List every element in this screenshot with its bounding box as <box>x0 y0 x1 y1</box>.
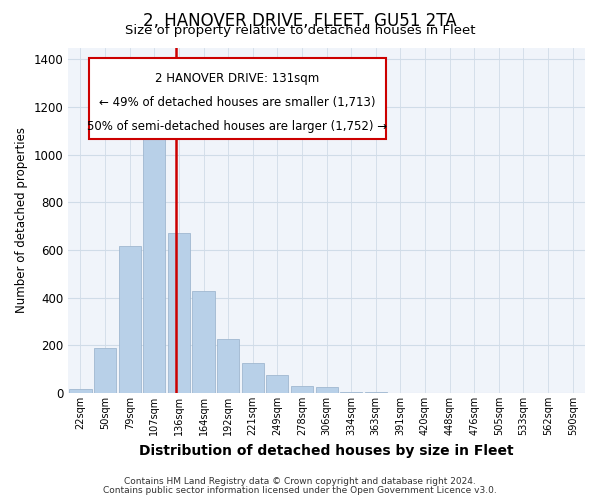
X-axis label: Distribution of detached houses by size in Fleet: Distribution of detached houses by size … <box>139 444 514 458</box>
Bar <box>291 386 313 393</box>
Bar <box>266 375 289 393</box>
Text: 2, HANOVER DRIVE, FLEET, GU51 2TA: 2, HANOVER DRIVE, FLEET, GU51 2TA <box>143 12 457 30</box>
Text: 50% of semi-detached houses are larger (1,752) →: 50% of semi-detached houses are larger (… <box>88 120 388 134</box>
Text: Contains public sector information licensed under the Open Government Licence v3: Contains public sector information licen… <box>103 486 497 495</box>
Bar <box>193 290 215 393</box>
Bar <box>340 392 362 393</box>
Bar <box>217 340 239 393</box>
Bar <box>365 392 387 393</box>
Text: Size of property relative to detached houses in Fleet: Size of property relative to detached ho… <box>125 24 475 37</box>
Text: 2 HANOVER DRIVE: 131sqm: 2 HANOVER DRIVE: 131sqm <box>155 72 320 85</box>
Bar <box>316 387 338 393</box>
Bar <box>242 363 264 393</box>
Bar <box>143 130 166 393</box>
Y-axis label: Number of detached properties: Number of detached properties <box>15 128 28 314</box>
Text: Contains HM Land Registry data © Crown copyright and database right 2024.: Contains HM Land Registry data © Crown c… <box>124 477 476 486</box>
Bar <box>94 348 116 393</box>
Bar <box>119 246 141 393</box>
Text: ← 49% of detached houses are smaller (1,713): ← 49% of detached houses are smaller (1,… <box>99 96 376 109</box>
Bar <box>168 234 190 393</box>
Bar <box>70 390 92 393</box>
FancyBboxPatch shape <box>89 58 386 139</box>
